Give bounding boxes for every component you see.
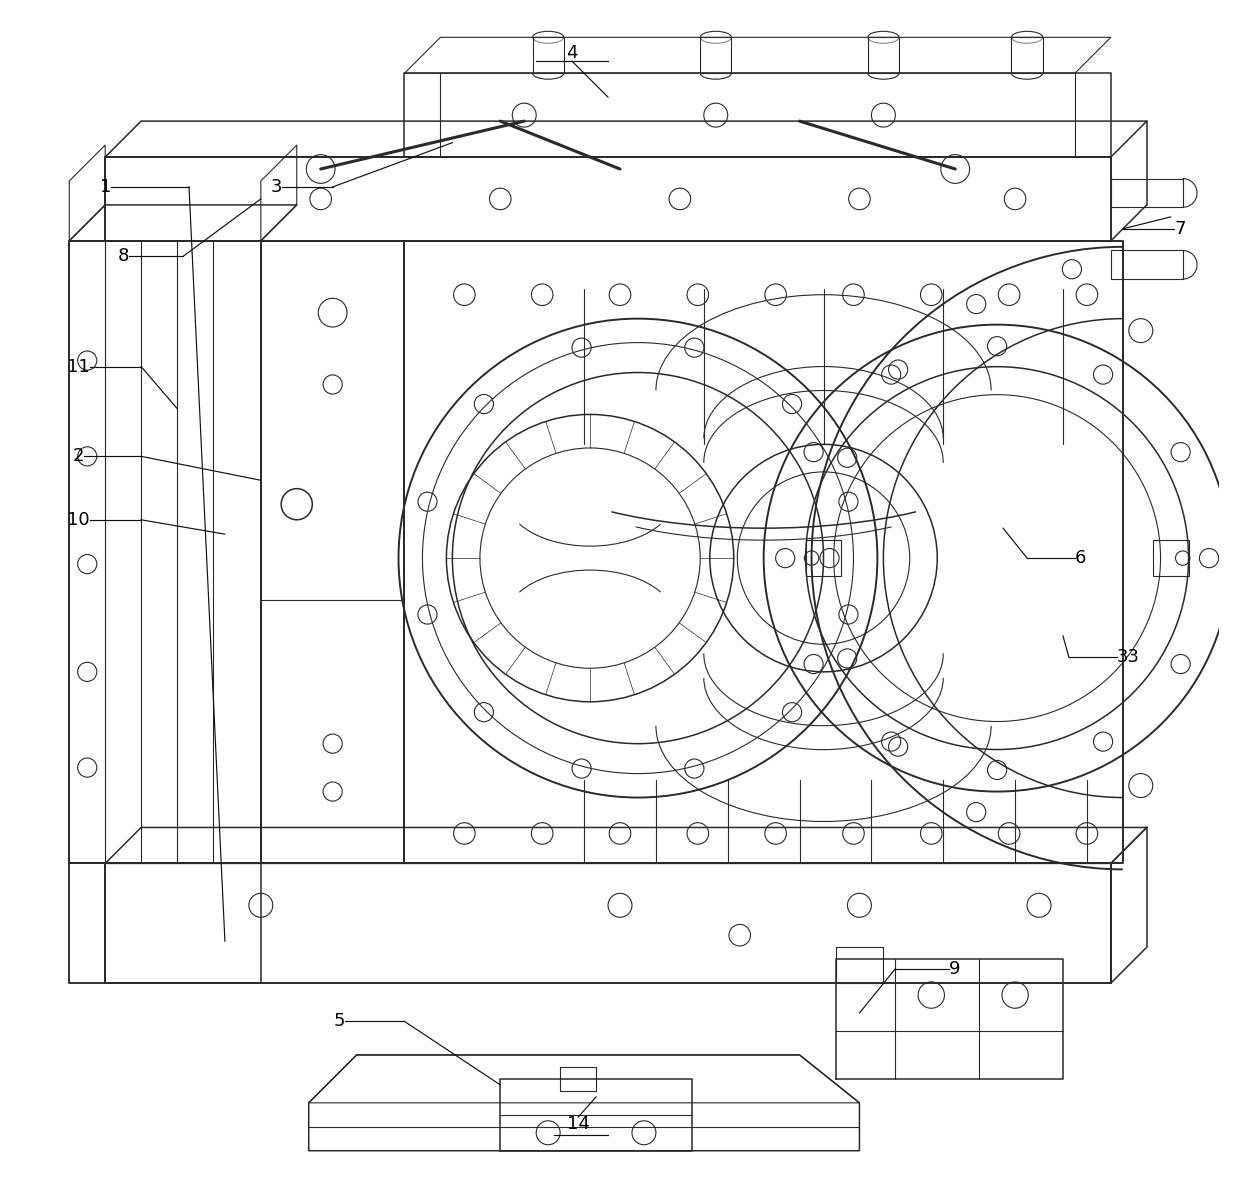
Text: 3: 3 bbox=[270, 178, 283, 196]
Text: 33: 33 bbox=[1117, 648, 1140, 666]
Text: 6: 6 bbox=[1075, 550, 1086, 568]
Text: 9: 9 bbox=[950, 960, 961, 978]
Text: 2: 2 bbox=[72, 448, 83, 466]
Text: 5: 5 bbox=[334, 1013, 345, 1031]
Text: 8: 8 bbox=[118, 247, 129, 265]
Text: 10: 10 bbox=[67, 511, 89, 529]
Text: 7: 7 bbox=[1174, 220, 1185, 238]
Text: 11: 11 bbox=[67, 358, 89, 376]
Text: 4: 4 bbox=[567, 44, 578, 62]
Text: 14: 14 bbox=[567, 1115, 589, 1133]
Text: 1: 1 bbox=[99, 178, 112, 196]
